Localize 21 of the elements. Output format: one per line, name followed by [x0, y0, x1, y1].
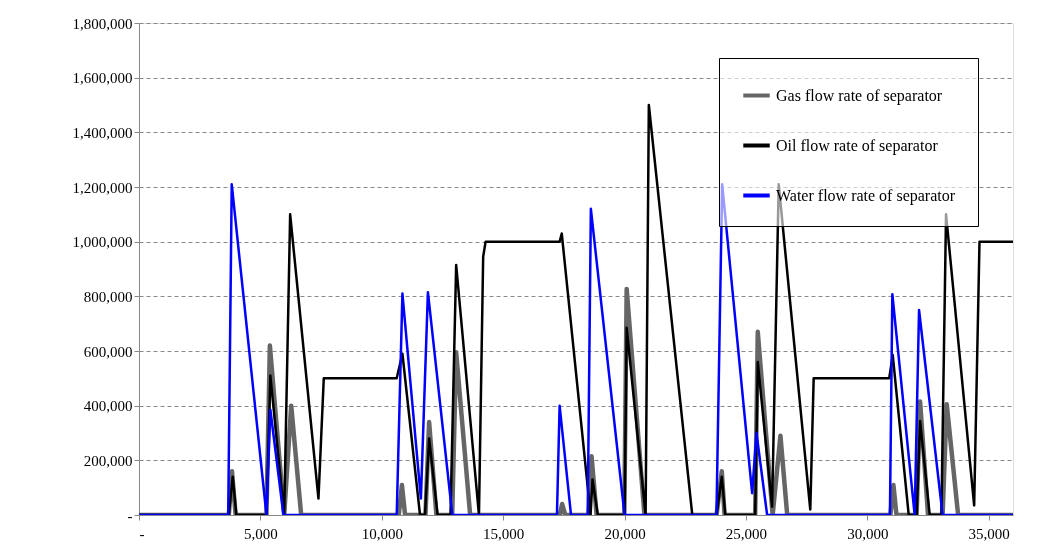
- y-tick-label: 1,200,000: [72, 179, 133, 196]
- x-tick-label: 20,000: [604, 525, 646, 542]
- legend-label: Gas flow rate of separator: [776, 86, 943, 105]
- y-tick-label: 1,000,000: [72, 234, 133, 251]
- x-tick-label: 10,000: [361, 525, 403, 542]
- y-tick-label: 1,800,000: [72, 15, 133, 32]
- y-tick-label: -: [127, 507, 133, 524]
- x-tick-label: 5,000: [244, 525, 278, 542]
- y-tick-label: 800,000: [83, 288, 133, 305]
- x-tick-label: 25,000: [725, 525, 768, 542]
- y-tick-label: 200,000: [83, 452, 133, 469]
- x-tick-label: 15,000: [483, 525, 525, 542]
- x-tick-label: 35,000: [968, 525, 1010, 542]
- y-tick-label: 1,400,000: [72, 124, 133, 141]
- y-tick-label: 400,000: [83, 398, 133, 415]
- legend-label: Water flow rate of separator: [776, 186, 956, 205]
- y-tick-label: 1,600,000: [72, 70, 133, 87]
- y-tick-label: 600,000: [83, 343, 133, 360]
- x-tick-label: 30,000: [847, 525, 889, 542]
- x-tick-label: -: [139, 525, 145, 542]
- legend-label: Oil flow rate of separator: [776, 136, 939, 155]
